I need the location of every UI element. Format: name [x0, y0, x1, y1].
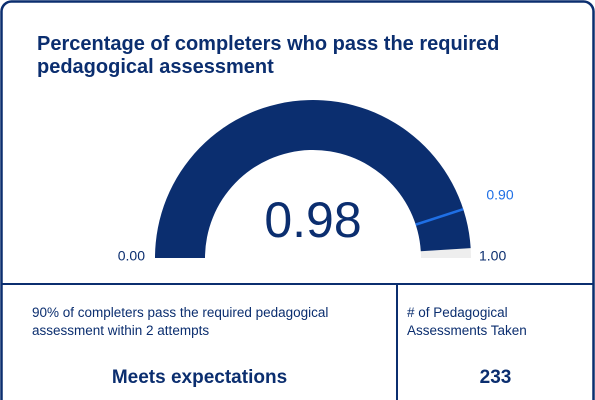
card-text: 90% of completers pass the required peda…: [32, 305, 329, 338]
target-line: [415, 207, 464, 226]
gauge-track: [420, 248, 472, 258]
card-value: 233: [479, 367, 512, 388]
chart-title: Percentage of completers who pass the re…: [37, 33, 500, 78]
target-label: 0.90: [486, 186, 513, 202]
tick-label: 0.00: [118, 248, 145, 264]
gauge-value: [155, 100, 471, 259]
card-text: # of Pedagogical Assessments Taken: [407, 305, 527, 338]
gauge-value-label: 0.98: [264, 192, 361, 248]
card-status: Meets expectations: [111, 367, 288, 388]
tick-label: 1.00: [479, 248, 506, 264]
